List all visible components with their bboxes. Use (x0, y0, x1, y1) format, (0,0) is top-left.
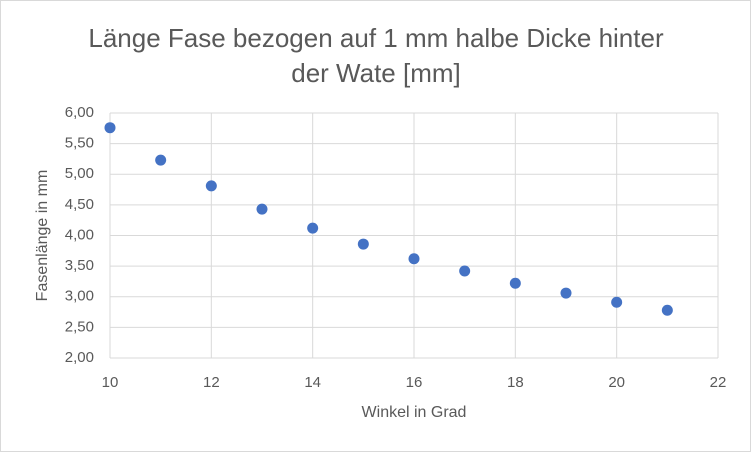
data-point (408, 253, 420, 265)
x-tick-label: 16 (406, 374, 423, 391)
y-tick-label: 5,50 (65, 135, 94, 152)
y-tick-label: 2,00 (65, 349, 94, 366)
data-point (205, 180, 217, 192)
data-point (611, 296, 623, 308)
y-tick-label: 4,00 (65, 226, 94, 243)
y-tick-label: 4,50 (65, 196, 94, 213)
y-tick-label: 3,00 (65, 288, 94, 305)
y-tick-label: 2,50 (65, 318, 94, 335)
data-point (459, 265, 471, 277)
data-point (509, 277, 521, 289)
y-tick-label: 6,00 (65, 104, 94, 121)
data-point (560, 287, 572, 299)
x-tick-label: 18 (507, 374, 524, 391)
x-axis-label: Winkel in Grad (362, 404, 467, 421)
x-tick-label: 22 (710, 374, 727, 391)
y-tick-label: 5,00 (65, 165, 94, 182)
y-axis-label: Fasenlänge in mm (34, 170, 51, 302)
x-tick-label: 20 (608, 374, 625, 391)
data-point (155, 154, 167, 166)
data-point (256, 203, 268, 215)
chart-title: Länge Fase bezogen auf 1 mm halbe Dicke … (88, 23, 664, 88)
y-tick-label: 3,50 (65, 257, 94, 274)
data-point (104, 122, 116, 134)
x-tick-label: 10 (102, 374, 119, 391)
x-tick-label: 14 (304, 374, 321, 391)
x-tick-label: 12 (203, 374, 220, 391)
data-point (661, 304, 673, 316)
data-point (357, 238, 369, 250)
data-point (307, 222, 319, 234)
